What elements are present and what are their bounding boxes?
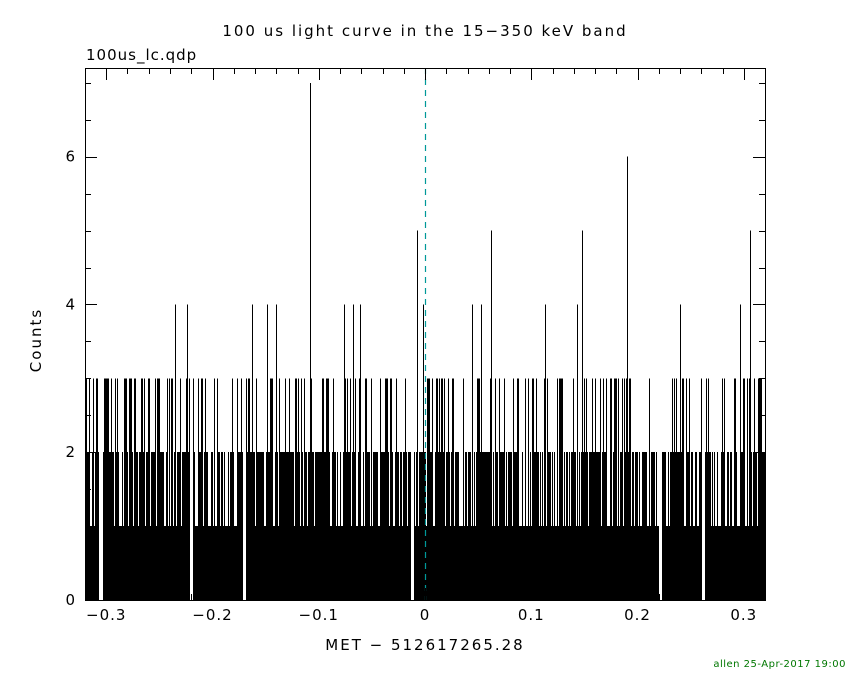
svg-text:−0.1: −0.1: [299, 606, 339, 624]
svg-text:0: 0: [65, 591, 76, 609]
chart-title: 100 us light curve in the 15−350 keV ban…: [222, 22, 628, 40]
svg-text:0.1: 0.1: [518, 606, 545, 624]
svg-text:4: 4: [65, 295, 76, 313]
svg-text:−0.2: −0.2: [192, 606, 232, 624]
svg-text:0.2: 0.2: [624, 606, 651, 624]
filename-label: 100us_lc.qdp: [86, 46, 198, 64]
svg-text:−0.3: −0.3: [86, 606, 126, 624]
svg-text:0.3: 0.3: [730, 606, 757, 624]
svg-text:2: 2: [65, 443, 76, 461]
x-axis-label: MET − 512617265.28: [325, 636, 525, 654]
svg-text:0: 0: [420, 606, 431, 624]
svg-text:6: 6: [65, 148, 76, 166]
credit-stamp: allen 25-Apr-2017 19:00: [713, 659, 846, 670]
